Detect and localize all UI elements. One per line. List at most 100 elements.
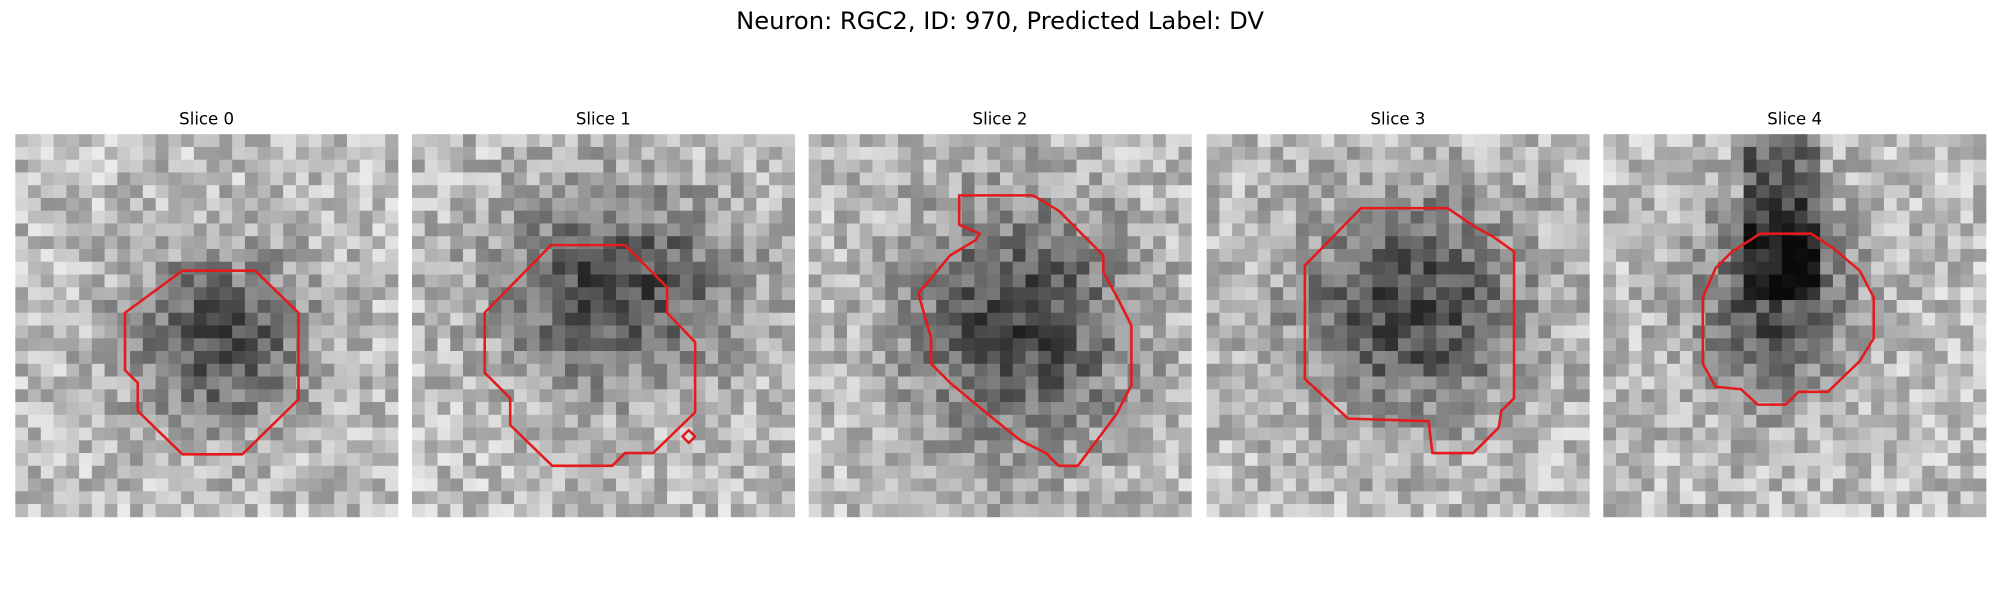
pixel xyxy=(616,197,630,212)
pixel xyxy=(168,363,182,377)
pixel xyxy=(1153,236,1167,250)
pixel xyxy=(1423,236,1437,250)
pixel xyxy=(1385,465,1399,479)
pixel xyxy=(1820,376,1834,390)
pixel xyxy=(1397,351,1412,365)
pixel xyxy=(1359,134,1373,148)
pixel xyxy=(1423,402,1437,416)
pixel xyxy=(667,440,681,454)
pixel xyxy=(15,491,29,505)
pixel xyxy=(1232,172,1246,186)
pixel xyxy=(104,427,118,441)
pixel xyxy=(781,338,796,352)
pixel xyxy=(1321,504,1335,518)
pixel xyxy=(181,338,195,352)
pixel xyxy=(705,248,719,263)
pixel xyxy=(1871,248,1885,263)
pixel xyxy=(1947,300,1961,314)
pixel xyxy=(1871,236,1885,250)
pixel xyxy=(667,389,681,403)
pixel xyxy=(756,465,770,479)
pixel xyxy=(1743,376,1757,390)
pixel xyxy=(910,465,924,479)
pixel xyxy=(1858,185,1872,199)
pixel xyxy=(359,504,373,518)
pixel xyxy=(117,504,131,518)
pixel xyxy=(1679,172,1693,186)
pixel xyxy=(1692,376,1706,390)
pixel xyxy=(15,197,29,212)
pixel xyxy=(424,274,438,288)
pixel xyxy=(257,134,271,148)
pixel xyxy=(15,389,29,403)
pixel xyxy=(1832,440,1847,454)
pixel xyxy=(1165,363,1179,377)
pixel xyxy=(897,504,912,518)
pixel xyxy=(756,478,770,492)
pixel xyxy=(1165,146,1179,161)
pixel xyxy=(66,172,80,186)
pixel xyxy=(667,491,681,505)
pixel xyxy=(910,172,924,186)
pixel xyxy=(1448,172,1463,186)
pixel xyxy=(1127,325,1141,339)
pixel xyxy=(1295,351,1310,365)
pixel xyxy=(1178,287,1192,301)
pixel xyxy=(1576,351,1590,365)
pixel xyxy=(1654,453,1668,467)
pixel xyxy=(1616,312,1630,326)
pixel xyxy=(1883,210,1898,224)
pixel xyxy=(1973,210,1987,224)
pixel xyxy=(475,453,489,467)
pixel xyxy=(219,478,233,492)
pixel xyxy=(1410,338,1424,352)
pixel xyxy=(424,146,438,161)
pixel xyxy=(411,300,426,314)
pixel xyxy=(372,261,386,275)
pixel xyxy=(846,274,861,288)
pixel xyxy=(1474,300,1488,314)
pixel xyxy=(1563,491,1577,505)
pixel xyxy=(1705,236,1719,250)
pixel xyxy=(1743,504,1757,518)
pixel xyxy=(155,338,169,352)
pixel xyxy=(628,402,642,416)
pixel xyxy=(1973,414,1987,428)
pixel xyxy=(590,146,604,161)
pixel xyxy=(628,440,642,454)
pixel xyxy=(1679,389,1693,403)
pixel xyxy=(1448,287,1463,301)
pixel xyxy=(1283,312,1297,326)
pixel xyxy=(385,287,399,301)
pixel xyxy=(628,261,642,275)
pixel xyxy=(1423,287,1437,301)
pixel xyxy=(1845,440,1859,454)
pixel xyxy=(206,363,220,377)
pixel xyxy=(834,287,848,301)
pixel xyxy=(308,414,322,428)
pixel xyxy=(1165,223,1179,237)
pixel xyxy=(1000,504,1014,518)
pixel xyxy=(40,491,54,505)
pixel xyxy=(283,236,297,250)
pixel xyxy=(1883,414,1898,428)
pixel xyxy=(1025,389,1039,403)
pixel xyxy=(257,453,271,467)
pixel xyxy=(1000,465,1014,479)
pixel xyxy=(308,146,322,161)
pixel xyxy=(1525,351,1539,365)
pixel xyxy=(1820,440,1834,454)
pixel xyxy=(526,312,540,326)
pixel xyxy=(1232,146,1246,161)
pixel xyxy=(28,248,42,263)
pixel xyxy=(1500,478,1514,492)
pixel xyxy=(1448,134,1463,148)
pixel xyxy=(1525,134,1539,148)
pixel xyxy=(1385,453,1399,467)
pixel xyxy=(1114,134,1128,148)
pixel xyxy=(219,363,233,377)
pixel xyxy=(641,287,655,301)
pixel xyxy=(501,159,515,173)
pixel xyxy=(1257,414,1271,428)
pixel xyxy=(257,223,271,237)
